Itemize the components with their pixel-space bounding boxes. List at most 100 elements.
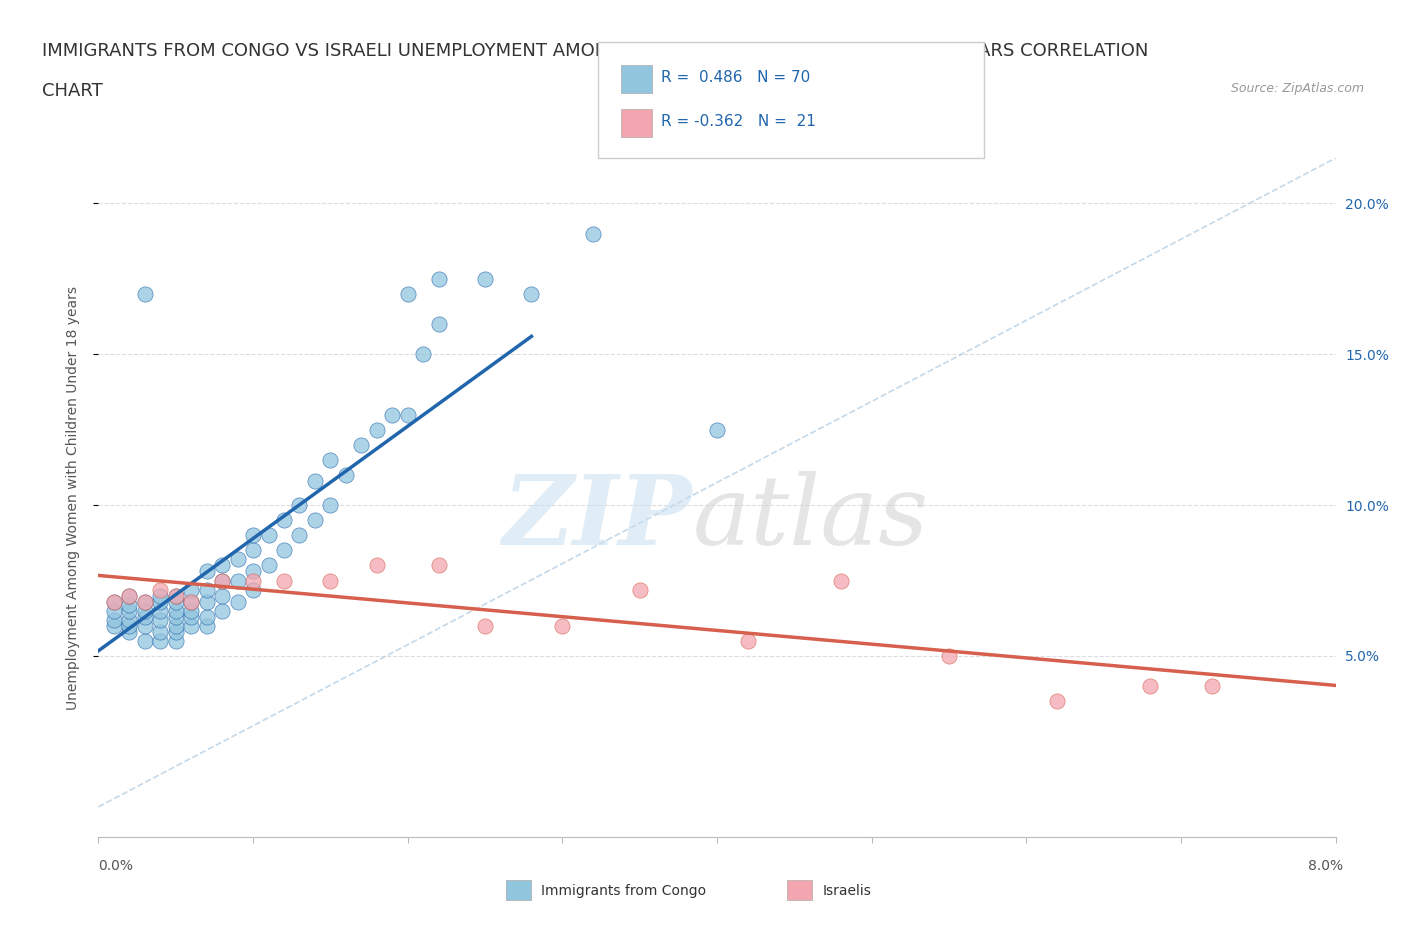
Point [474,618,496,633]
Point [118,612,141,627]
Point [118,597,141,612]
Point [582,226,605,241]
Point [195,582,218,597]
Point [226,573,249,588]
Point [257,558,280,573]
Text: 8.0%: 8.0% [1308,858,1343,872]
Point [134,594,156,609]
Point [288,498,311,512]
Text: Israelis: Israelis [823,884,872,898]
Point [134,618,156,633]
Point [366,558,388,573]
Point [118,588,141,603]
Point [211,604,233,618]
Point [706,422,728,437]
Point [319,498,342,512]
Point [195,564,218,578]
Point [211,573,233,588]
Point [242,573,264,588]
Text: IMMIGRANTS FROM CONGO VS ISRAELI UNEMPLOYMENT AMONG WOMEN WITH CHILDREN UNDER 18: IMMIGRANTS FROM CONGO VS ISRAELI UNEMPLO… [42,42,1149,60]
Point [1139,679,1161,694]
Point [180,618,202,633]
Point [242,543,264,558]
Point [118,618,141,633]
Point [149,582,172,597]
Point [180,609,202,624]
Text: atlas: atlas [692,471,928,565]
Point [304,473,326,488]
Point [149,612,172,627]
Point [335,468,357,483]
Point [474,272,496,286]
Point [226,552,249,567]
Point [195,609,218,624]
Point [180,604,202,618]
Text: R =  0.486   N = 70: R = 0.486 N = 70 [661,70,810,85]
Point [165,604,187,618]
Point [134,609,156,624]
Point [118,588,141,603]
Point [319,573,342,588]
Point [830,573,852,588]
Point [242,564,264,578]
Point [396,407,419,422]
Point [165,618,187,633]
Point [149,633,172,648]
Point [149,594,172,609]
Point [118,624,141,639]
Point [242,528,264,543]
Point [211,558,233,573]
Point [103,612,125,627]
Point [273,573,295,588]
Point [103,594,125,609]
Point [118,604,141,618]
Point [211,588,233,603]
Point [180,582,202,597]
Point [304,512,326,527]
Point [520,286,543,301]
Point [149,588,172,603]
Point [103,604,125,618]
Point [195,594,218,609]
Point [350,437,373,452]
Point [737,633,759,648]
Point [165,588,187,603]
Text: ZIP: ZIP [503,471,692,565]
Point [427,316,450,331]
Text: Source: ZipAtlas.com: Source: ZipAtlas.com [1230,82,1364,95]
Point [273,543,295,558]
Point [211,573,233,588]
Point [319,452,342,467]
Text: Immigrants from Congo: Immigrants from Congo [541,884,706,898]
Point [1201,679,1223,694]
Point [226,594,249,609]
Y-axis label: Unemployment Among Women with Children Under 18 years: Unemployment Among Women with Children U… [66,286,80,710]
Point [195,618,218,633]
Point [242,582,264,597]
Point [149,624,172,639]
Point [165,594,187,609]
Point [427,272,450,286]
Point [165,633,187,648]
Point [1046,694,1069,709]
Text: R = -0.362   N =  21: R = -0.362 N = 21 [661,114,815,129]
Point [103,618,125,633]
Text: 0.0%: 0.0% [98,858,134,872]
Point [180,594,202,609]
Point [180,594,202,609]
Point [366,422,388,437]
Point [257,528,280,543]
Point [134,286,156,301]
Point [103,594,125,609]
Point [551,618,574,633]
Point [134,633,156,648]
Point [149,604,172,618]
Point [412,347,434,362]
Point [396,286,419,301]
Point [165,609,187,624]
Point [165,624,187,639]
Text: CHART: CHART [42,82,103,100]
Point [427,558,450,573]
Point [381,407,404,422]
Point [134,594,156,609]
